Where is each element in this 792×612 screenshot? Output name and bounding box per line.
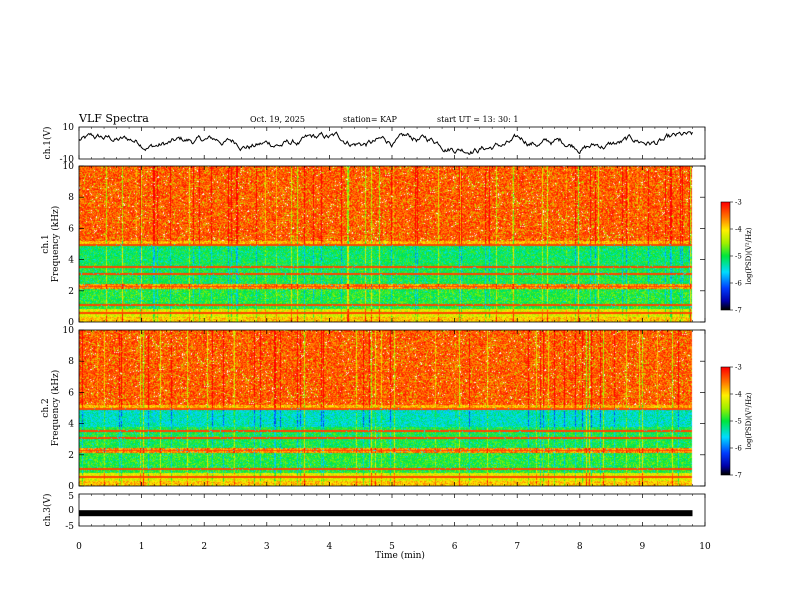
x-tick-label: 1	[139, 542, 145, 552]
colorbar-tick-label: -6	[735, 280, 742, 288]
x-tick-label: 8	[577, 542, 583, 552]
x-tick-label: 5	[389, 542, 395, 552]
spec-ytick-label: 6	[68, 224, 74, 234]
spec-ytick-label: 8	[68, 357, 74, 367]
x-tick-label: 9	[640, 542, 646, 552]
station-label: station= KAP	[343, 115, 398, 124]
ch1-colorbar-label: log(PSD)(V²/Hz)	[745, 227, 753, 284]
x-tick-label: 4	[327, 542, 333, 552]
x-tick-label: 6	[452, 542, 458, 552]
ch1-colorbar	[721, 202, 730, 310]
colorbar-tick-label: -5	[735, 418, 742, 426]
ch3-signal-line	[79, 510, 693, 517]
ch2-spec-ylabel-line2: Frequency (kHz)	[50, 370, 61, 447]
x-tick-label: 10	[699, 542, 711, 552]
start-ut-label: start UT = 13: 30: 1	[437, 115, 518, 124]
colorbar-tick-label: -7	[735, 307, 742, 315]
ch3-ytick-top: 5	[68, 492, 74, 502]
ch3-frame	[78, 493, 706, 527]
x-tick-label: 2	[201, 542, 207, 552]
date-label: Oct. 19, 2025	[250, 115, 305, 124]
spec-ytick-label: 4	[68, 420, 74, 430]
colorbar-tick-label: -4	[735, 391, 742, 399]
spec-ytick-label: 6	[68, 388, 74, 398]
ch3-ytick-mid: 0	[68, 506, 74, 516]
spec-ytick-label: 8	[68, 193, 74, 203]
ch3-ylabel: ch.3(V)	[42, 494, 53, 527]
ch1-ytick-bottom: -10	[60, 155, 75, 165]
colorbar-tick-label: -3	[735, 364, 742, 372]
spec-ytick-label: 2	[68, 451, 74, 461]
colorbar-tick-label: -3	[735, 199, 742, 207]
colorbar-tick-label: -7	[735, 472, 742, 480]
x-axis-label: Time (min)	[375, 550, 425, 561]
colorbar-tick-label: -6	[735, 445, 742, 453]
figure-title: VLF Spectra	[78, 112, 149, 125]
ch2-spectrogram-image	[79, 330, 705, 486]
ch1-waveform-line	[78, 131, 693, 155]
ch1-spectrogram-image	[79, 166, 705, 322]
x-tick-label: 3	[264, 542, 270, 552]
x-tick-label: 7	[514, 542, 520, 552]
spec-ytick-label: 4	[68, 256, 74, 266]
spec-ytick-label: 0	[68, 318, 74, 328]
ch1-spec-ylabel-line2: Frequency (kHz)	[50, 206, 61, 283]
ch2-colorbar-label: log(PSD)(V²/Hz)	[745, 392, 753, 449]
ch1-spec-ylabel-line1: ch.1	[41, 234, 51, 253]
ch1-ytick-top: 10	[63, 123, 75, 133]
ch2-spec-ylabel-line1: ch.2	[41, 398, 51, 417]
spec-ytick-label: 2	[68, 287, 74, 297]
spec-ytick-label: 10	[63, 162, 75, 172]
ch1-ylabel: ch.1(V)	[42, 127, 53, 160]
colorbar-tick-label: -5	[735, 253, 742, 261]
x-tick-label: 0	[76, 542, 82, 552]
spec-ytick-label: 0	[68, 482, 74, 492]
ch3-ytick-bottom: -5	[65, 522, 74, 532]
ch2-colorbar	[721, 367, 730, 475]
spec-ytick-label: 10	[63, 326, 75, 336]
colorbar-tick-label: -4	[735, 226, 742, 234]
